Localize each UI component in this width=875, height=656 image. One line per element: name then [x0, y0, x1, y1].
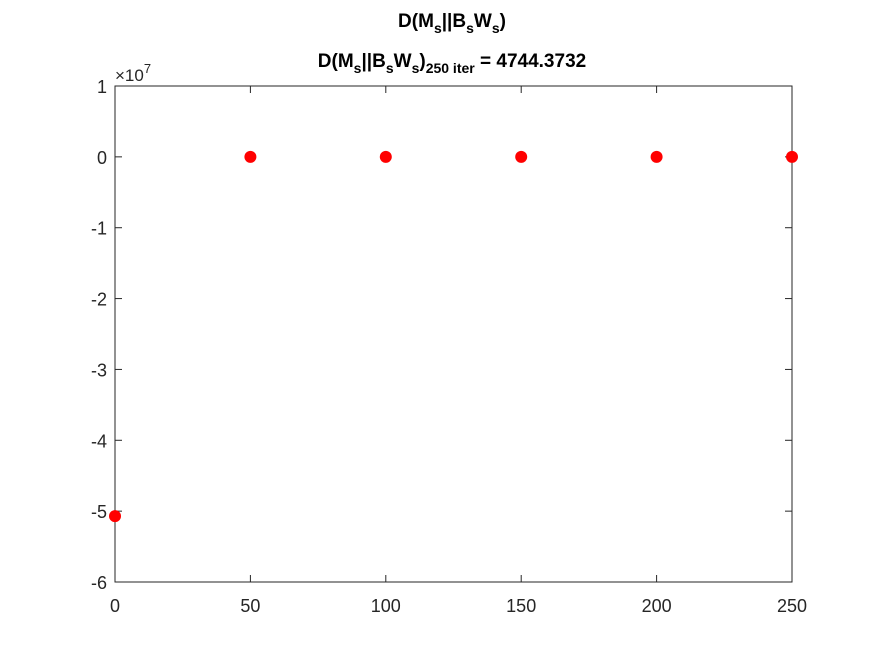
title1-main: D(M [398, 11, 434, 32]
y-tick-label: -5 [91, 502, 107, 522]
title1-mid: ||B [442, 11, 466, 32]
y-tick-label: -6 [91, 573, 107, 593]
x-tick-label: 150 [506, 596, 536, 616]
data-point [650, 150, 663, 163]
y-tick-label: -4 [91, 431, 107, 451]
y-tick-label: -3 [91, 360, 107, 380]
title2-close: ) [419, 51, 425, 72]
title2-mid: ||B [361, 51, 385, 72]
title1-sub1: s [434, 20, 442, 36]
data-points [109, 150, 798, 523]
y-exponent-label: ×107 [115, 61, 151, 85]
title1-sub3: s [492, 20, 500, 36]
title1-sub2: s [466, 20, 474, 36]
title2-value: = 4744.3732 [475, 51, 586, 72]
chart-title-line2: D(Ms||BsWs)250 iter = 4744.3732 [318, 51, 586, 76]
y-tick-label: 1 [97, 77, 107, 97]
title2-sub4: 250 iter [426, 60, 476, 76]
title2-sub3: s [412, 60, 420, 76]
y-tick-label: 0 [97, 148, 107, 168]
x-axis-ticks [114, 86, 793, 582]
x-tick-label: 50 [240, 596, 260, 616]
x-tick-label: 0 [110, 596, 120, 616]
title2-main: D(M [318, 51, 354, 72]
x-tick-label: 200 [642, 596, 672, 616]
y-exponent-power: 7 [144, 61, 151, 76]
data-point [515, 150, 528, 163]
data-point [109, 510, 121, 523]
chart-title-line1: D(Ms||BsWs) [398, 11, 506, 36]
title1-mid2: W [474, 11, 492, 32]
y-tick-label: -1 [91, 219, 107, 239]
title2-sub2: s [386, 60, 394, 76]
data-point [786, 150, 798, 163]
x-tick-label: 100 [371, 596, 401, 616]
data-point [379, 150, 392, 163]
x-axis-tick-labels: 0 50 100 150 200 250 [110, 596, 807, 616]
title2-mid2: W [394, 51, 412, 72]
title1-end: ) [500, 11, 506, 32]
data-point [244, 150, 257, 163]
x-tick-label: 250 [777, 596, 807, 616]
plot-area [114, 85, 793, 583]
title2-sub1: s [354, 60, 362, 76]
y-axis-tick-labels: 1 0 -1 -2 -3 -4 -5 -6 [91, 77, 107, 593]
y-tick-label: -2 [91, 290, 107, 310]
y-exponent-base: ×10 [115, 66, 144, 85]
